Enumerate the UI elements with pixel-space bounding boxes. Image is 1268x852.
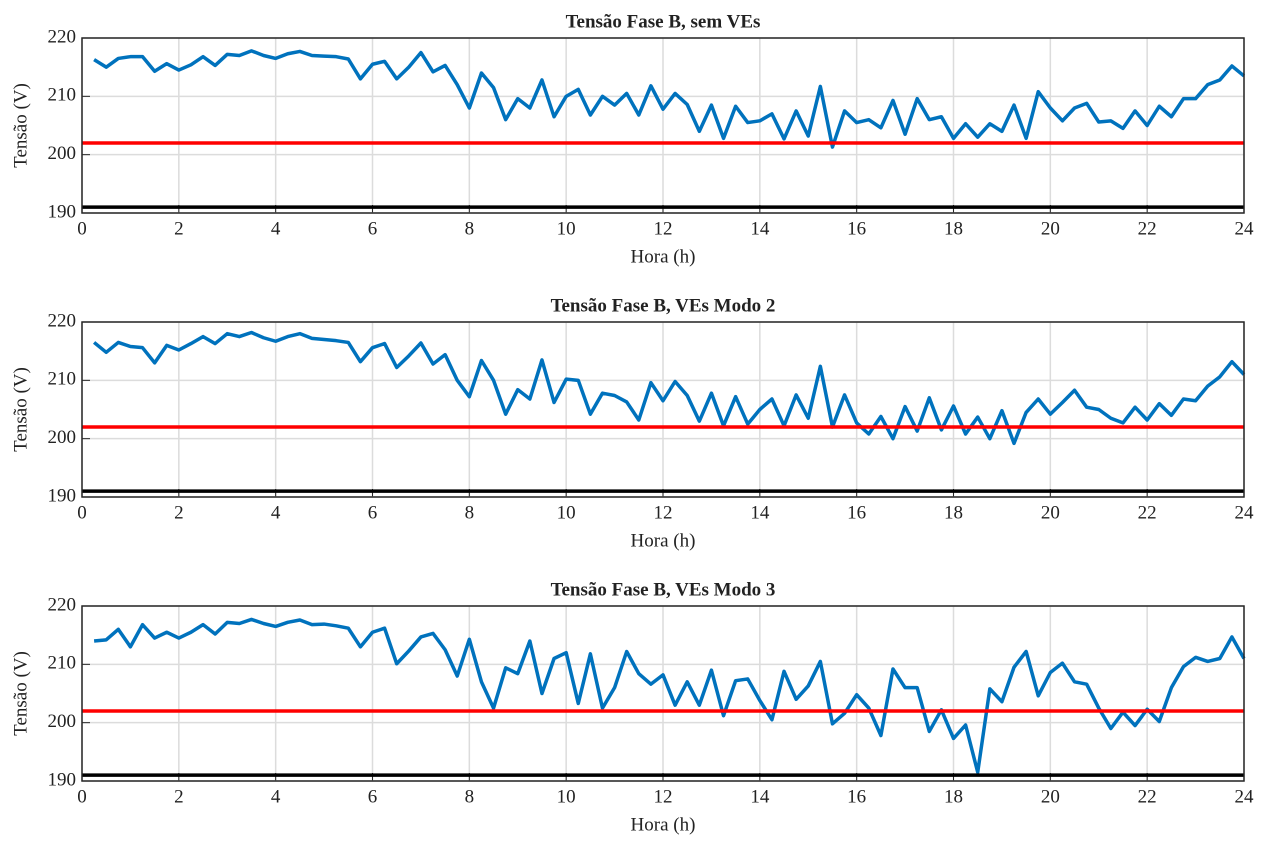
x-tick-label: 18: [944, 502, 963, 523]
x-tick-label: 14: [750, 786, 770, 807]
y-tick-label: 200: [48, 711, 77, 732]
x-tick-label: 14: [750, 218, 770, 239]
y-tick-label: 220: [48, 26, 77, 47]
x-tick-label: 22: [1138, 218, 1157, 239]
x-tick-label: 6: [368, 218, 378, 239]
axes-box: [81, 37, 1245, 214]
x-tick-label: 10: [557, 786, 576, 807]
line-series: [93, 49, 1246, 149]
x-tick-label: 16: [847, 786, 866, 807]
x-tick-label: 22: [1138, 502, 1157, 523]
y-axis-label: Tensão (V): [10, 367, 31, 452]
y-tick-label: 210: [48, 653, 77, 674]
y-tick-label: 210: [48, 85, 77, 106]
x-tick-label: 20: [1041, 502, 1060, 523]
x-tick-label: 2: [174, 786, 184, 807]
x-tick-label: 8: [465, 502, 475, 523]
x-tick-label: 12: [654, 218, 673, 239]
x-axis-label: Hora (h): [631, 814, 696, 835]
x-axis-label: Hora (h): [631, 246, 696, 267]
x-tick-label: 24: [1235, 502, 1255, 523]
x-tick-label: 20: [1041, 786, 1060, 807]
x-tick-label: 18: [944, 786, 963, 807]
x-tick-label: 2: [174, 502, 184, 523]
x-tick-label: 22: [1138, 786, 1157, 807]
y-tick-label: 210: [48, 369, 77, 390]
y-axis-label: Tensão (V): [10, 651, 31, 736]
x-tick-label: 10: [557, 502, 576, 523]
x-tick-label: 24: [1235, 786, 1255, 807]
line-series: [93, 617, 1246, 774]
x-tick-label: 0: [77, 218, 87, 239]
chart-title: Tensão Fase B, VEs Modo 3: [551, 579, 776, 600]
x-tick-label: 8: [465, 218, 475, 239]
x-tick-label: 4: [271, 786, 281, 807]
y-tick-label: 200: [48, 427, 77, 448]
axes-box: [81, 605, 1245, 782]
y-tick-label: 200: [48, 143, 77, 164]
x-tick-label: 16: [847, 502, 866, 523]
x-tick-label: 2: [174, 218, 184, 239]
y-tick-label: 190: [48, 769, 77, 790]
x-tick-label: 10: [557, 218, 576, 239]
chart-title: Tensão Fase B, VEs Modo 2: [551, 295, 776, 316]
x-tick-label: 0: [77, 786, 87, 807]
y-tick-label: 220: [48, 594, 77, 615]
x-tick-label: 12: [654, 786, 673, 807]
x-tick-label: 18: [944, 218, 963, 239]
x-axis-label: Hora (h): [631, 530, 696, 551]
x-tick-label: 6: [368, 502, 378, 523]
y-tick-label: 190: [48, 485, 77, 506]
chart-title: Tensão Fase B, sem VEs: [566, 11, 761, 32]
x-tick-label: 20: [1041, 218, 1060, 239]
y-tick-label: 190: [48, 201, 77, 222]
axes-box: [81, 321, 1245, 498]
x-tick-label: 4: [271, 502, 281, 523]
x-tick-label: 24: [1235, 218, 1255, 239]
x-tick-label: 4: [271, 218, 281, 239]
x-tick-label: 0: [77, 502, 87, 523]
x-tick-label: 14: [750, 502, 770, 523]
line-series: [92, 330, 1246, 446]
x-tick-label: 16: [847, 218, 866, 239]
x-tick-label: 8: [465, 786, 475, 807]
y-axis-label: Tensão (V): [10, 83, 31, 168]
y-tick-label: 220: [48, 310, 77, 331]
x-tick-label: 12: [654, 502, 673, 523]
x-tick-label: 6: [368, 786, 378, 807]
